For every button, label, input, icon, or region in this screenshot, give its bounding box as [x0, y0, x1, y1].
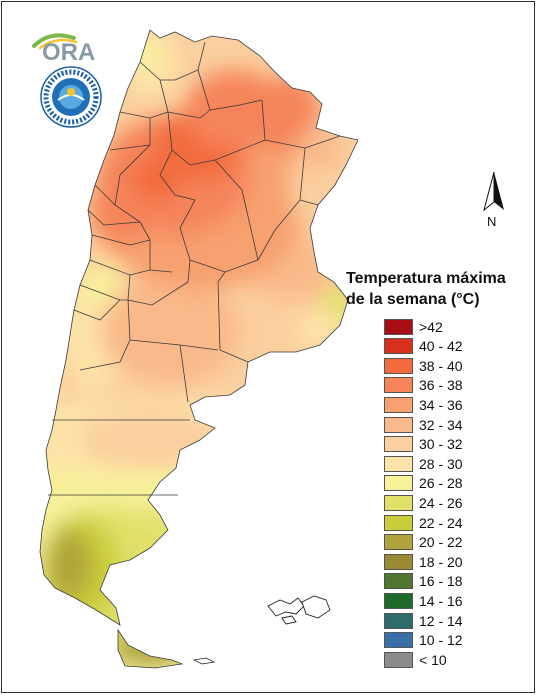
legend-item: 12 - 14	[384, 611, 463, 630]
legend-item: 16 - 18	[384, 572, 463, 591]
legend-item: 36 - 38	[384, 376, 463, 395]
legend-item: 24 - 26	[384, 493, 463, 512]
smn-seal-icon	[40, 66, 102, 128]
legend-swatch	[384, 396, 413, 413]
legend-swatch	[384, 494, 413, 511]
legend-swatch	[384, 436, 413, 453]
legend-label: 40 - 42	[419, 338, 463, 355]
legend-item: 20 - 22	[384, 533, 463, 552]
legend-label: >42	[419, 318, 443, 335]
legend-swatch	[384, 534, 413, 551]
legend-label: 30 - 32	[419, 436, 463, 453]
legend-label: 26 - 28	[419, 475, 463, 492]
legend-swatch	[384, 514, 413, 531]
svg-text:ORA: ORA	[42, 39, 95, 64]
legend-swatch	[384, 338, 413, 355]
legend-title-line1: Temperatura máxima	[346, 270, 506, 287]
legend-item: 40 - 42	[384, 337, 463, 356]
legend-swatch	[384, 651, 413, 668]
malvinas-islands	[267, 595, 331, 625]
legend-label: 36 - 38	[419, 377, 463, 394]
legend-swatch	[384, 632, 413, 649]
legend: Temperatura máxima de la semana (°C) >42…	[346, 268, 506, 668]
legend-label: 38 - 40	[419, 357, 463, 374]
legend-title-line2: de la semana (°C)	[346, 291, 480, 308]
north-label: N	[487, 214, 497, 229]
legend-item: 30 - 32	[384, 435, 463, 454]
legend-label: 12 - 14	[419, 612, 463, 629]
legend-label: 10 - 12	[419, 632, 463, 649]
north-arrow-icon	[483, 171, 504, 212]
legend-label: 28 - 30	[419, 455, 463, 472]
legend-item: 22 - 24	[384, 513, 463, 532]
legend-item: 18 - 20	[384, 552, 463, 571]
legend-swatch	[384, 318, 413, 335]
legend-swatch	[384, 455, 413, 472]
isla-estados	[192, 657, 216, 665]
legend-label: 16 - 18	[419, 573, 463, 590]
legend-label: 18 - 20	[419, 553, 463, 570]
legend-label: 34 - 36	[419, 396, 463, 413]
legend-item: < 10	[384, 650, 447, 669]
legend-label: 24 - 26	[419, 494, 463, 511]
legend-item: 38 - 40	[384, 356, 463, 375]
legend-label: < 10	[419, 651, 447, 668]
legend-swatch	[384, 573, 413, 590]
legend-swatch	[384, 475, 413, 492]
legend-item: 34 - 36	[384, 395, 463, 414]
legend-label: 14 - 16	[419, 592, 463, 609]
legend-item: 32 - 34	[384, 415, 463, 434]
legend-item: 14 - 16	[384, 591, 463, 610]
legend-item: 26 - 28	[384, 474, 463, 493]
legend-label: 20 - 22	[419, 534, 463, 551]
legend-swatch	[384, 416, 413, 433]
legend-swatch	[384, 553, 413, 570]
legend-swatch	[384, 357, 413, 374]
legend-item: 28 - 30	[384, 454, 463, 473]
legend-item: >42	[384, 317, 443, 336]
legend-item: 10 - 12	[384, 631, 463, 650]
ora-logo: ORA	[32, 33, 95, 64]
legend-label: 22 - 24	[419, 514, 463, 531]
legend-swatch	[384, 377, 413, 394]
legend-swatch	[384, 612, 413, 629]
legend-swatch	[384, 592, 413, 609]
province-borders	[39, 29, 359, 669]
legend-label: 32 - 34	[419, 416, 463, 433]
